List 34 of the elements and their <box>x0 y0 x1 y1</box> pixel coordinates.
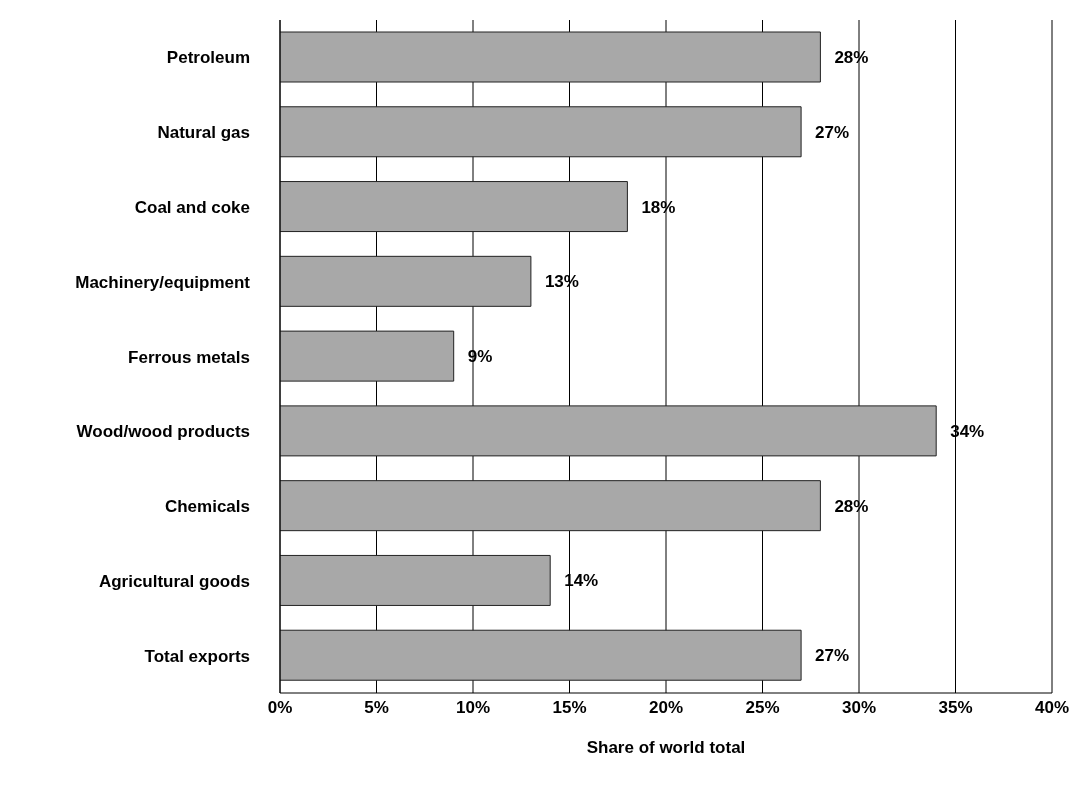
x-axis-title: Share of world total <box>586 738 746 757</box>
y-tick-label: Wood/wood products <box>76 422 250 442</box>
y-tick-label: Total exports <box>144 646 250 666</box>
bar <box>280 405 937 457</box>
x-tick-label: 25% <box>745 698 780 718</box>
bar <box>280 554 551 606</box>
data-label: 27% <box>815 122 850 142</box>
x-tick-label: 20% <box>648 698 684 718</box>
data-label: 18% <box>641 197 676 217</box>
y-tick-label: Machinery/equipment <box>75 272 251 292</box>
bar <box>280 31 821 83</box>
y-tick-label: Chemicals <box>164 497 250 517</box>
y-tick-label: Agricultural goods <box>98 571 250 591</box>
y-tick-label: Coal and coke <box>134 197 250 217</box>
y-tick-label: Petroleum <box>166 48 250 68</box>
bar <box>280 629 802 681</box>
x-tick-label: 5% <box>364 698 389 718</box>
bar <box>280 330 455 382</box>
bar <box>280 255 532 307</box>
data-label: 28% <box>834 48 869 68</box>
data-label: 9% <box>467 347 493 367</box>
data-label: 27% <box>815 646 850 666</box>
bar <box>280 480 821 532</box>
x-tick-label: 0% <box>267 698 293 718</box>
x-tick-label: 30% <box>841 698 877 718</box>
y-tick-label: Natural gas <box>157 123 250 143</box>
x-tick-label: 10% <box>455 698 491 718</box>
x-tick-label: 35% <box>938 698 973 718</box>
bar <box>280 181 628 233</box>
data-label: 28% <box>834 496 869 516</box>
bar <box>280 106 802 158</box>
x-tick-label: 15% <box>552 698 587 718</box>
x-tick-label: 40% <box>1034 698 1070 718</box>
y-tick-label: Ferrous metals <box>128 347 250 367</box>
